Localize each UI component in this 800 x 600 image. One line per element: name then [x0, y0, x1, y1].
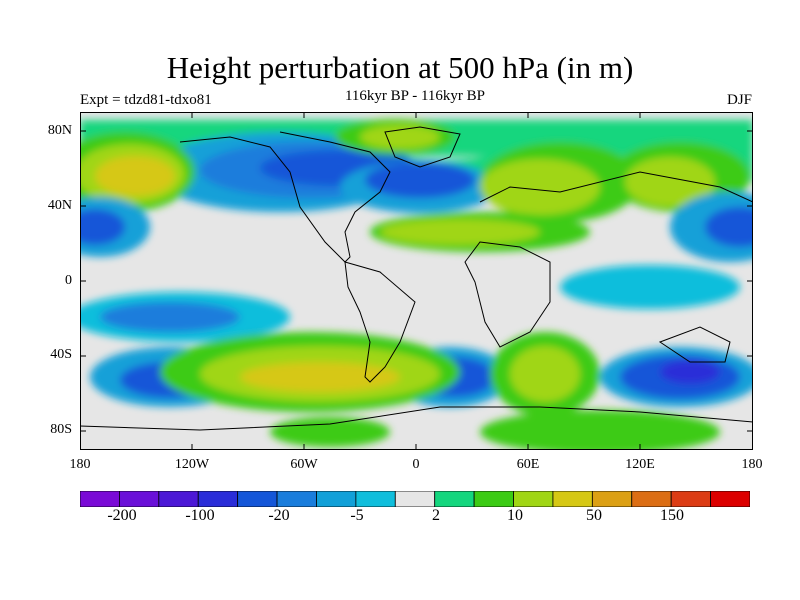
colorbar-swatch	[276, 491, 317, 507]
y-tick-label: 0	[65, 273, 72, 288]
season-label: DJF	[726, 92, 752, 108]
x-tick-label: 60W	[290, 457, 318, 472]
x-tick-label: 120W	[174, 457, 210, 472]
colorbar-swatch	[197, 491, 239, 507]
colorbar-swatch	[119, 491, 160, 507]
colorbar-swatch	[80, 491, 120, 507]
chart-title: Height perturbation at 500 hPa (in m)	[166, 50, 634, 85]
colorbar-swatch	[473, 491, 514, 507]
colorbar-swatch	[355, 491, 396, 507]
colorbar-label: 2	[432, 507, 440, 524]
colorbar-label: -200	[107, 507, 137, 524]
coastline-layer	[80, 126, 753, 431]
colorbar-swatch	[591, 491, 633, 507]
colorbar-swatch	[237, 491, 278, 507]
height-perturbation-map	[80, 112, 753, 450]
colorbar-label: 10	[507, 507, 523, 524]
colorbar-label: -5	[350, 507, 364, 524]
colorbar-label: 50	[586, 507, 602, 524]
colorbar-swatch	[394, 491, 436, 507]
colorbar-swatch	[513, 491, 554, 507]
colorbar-swatch	[434, 491, 475, 507]
tick-marks	[80, 112, 753, 450]
x-tick-label: 60E	[516, 457, 540, 472]
colorbar-swatch	[670, 491, 711, 507]
y-tick-label: 40S	[50, 347, 72, 362]
colorbar-swatch	[631, 491, 672, 507]
x-tick-label: 180	[741, 457, 763, 472]
colorbar	[80, 491, 750, 507]
colorbar-swatch	[710, 491, 750, 507]
colorbar-label: -20	[268, 507, 290, 524]
chart-subtitle: 116kyr BP - 116kyr BP	[344, 88, 485, 104]
x-tick-label: 120E	[625, 457, 655, 472]
contour-fill-layer	[80, 112, 753, 450]
y-tick-label: 80S	[50, 422, 72, 437]
y-tick-label: 40N	[47, 198, 72, 213]
colorbar-swatch	[552, 491, 593, 507]
colorbar-swatch	[158, 491, 199, 507]
y-tick-label: 80N	[47, 123, 72, 138]
colorbar-swatch	[316, 491, 357, 507]
colorbar-label: -100	[185, 507, 215, 524]
experiment-label: Expt = tdzd81-tdxo81	[80, 92, 212, 108]
x-tick-label: 180	[69, 457, 91, 472]
x-tick-label: 0	[412, 457, 420, 472]
colorbar-label: 150	[660, 507, 684, 524]
